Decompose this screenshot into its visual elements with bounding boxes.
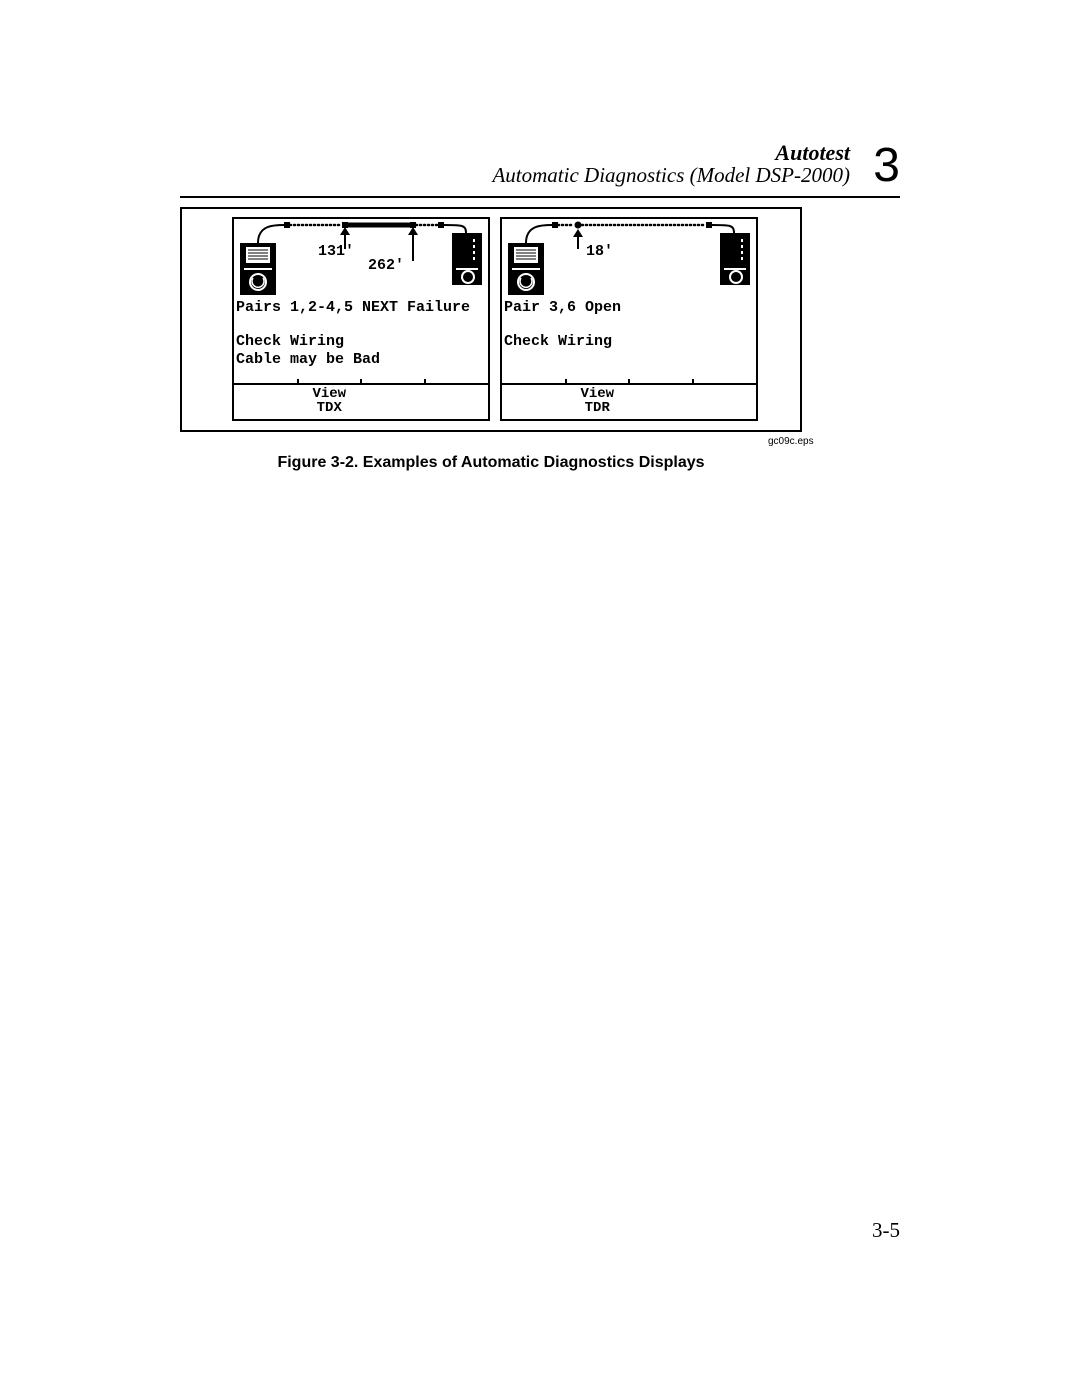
diagnostic-display-left: 131' 262' Pairs 1,2-4,5 NEXT Failure Che… [232, 217, 490, 421]
softkey-label-bot: TDX [298, 401, 362, 415]
dist2-text: 262' [368, 257, 404, 274]
diagnostic-display-right: 18' Pair 3,6 Open Check Wiring View TDR [500, 217, 758, 421]
cable-diagram-right: 18' [502, 219, 756, 297]
softkey-1-right[interactable] [502, 383, 566, 419]
svg-text:18': 18' [586, 243, 613, 260]
header-subtitle: Automatic Diagnostics (Model DSP-2000) [492, 164, 850, 187]
header-rule [180, 196, 900, 198]
softkey-label-top: View [566, 387, 630, 401]
advice-line1-left: Check Wiring [236, 333, 486, 350]
softkey-bar-left: View TDX [234, 383, 488, 419]
cable-diagram-left: 131' 262' [234, 219, 488, 297]
softkey-bar-right: View TDR [502, 383, 756, 419]
cable-svg-left: 131' 262' [234, 219, 488, 297]
softkey-3-left[interactable] [361, 383, 425, 419]
fault-line-right: Pair 3,6 Open [504, 299, 754, 316]
softkey-2-left[interactable]: View TDX [298, 383, 362, 419]
softkey-1-left[interactable] [234, 383, 298, 419]
figure-caption: Figure 3-2. Examples of Automatic Diagno… [180, 454, 802, 472]
advice-line2-left: Cable may be Bad [236, 351, 486, 368]
softkey-label-bot: TDR [566, 401, 630, 415]
header-title: Autotest [492, 142, 850, 164]
softkey-4-right[interactable] [693, 383, 757, 419]
softkey-label-top: View [298, 387, 362, 401]
fault-line-left: Pairs 1,2-4,5 NEXT Failure [236, 299, 486, 316]
dist1-text: 131' [318, 243, 354, 260]
advice-line1-right: Check Wiring [504, 333, 754, 350]
figure-box: 131' 262' Pairs 1,2-4,5 NEXT Failure Che… [180, 207, 802, 432]
running-header: Autotest Automatic Diagnostics (Model DS… [180, 142, 900, 187]
softkey-2-right[interactable]: View TDR [566, 383, 630, 419]
page-number: 3-5 [872, 1218, 900, 1243]
page: Autotest Automatic Diagnostics (Model DS… [0, 0, 1080, 1397]
softkey-3-right[interactable] [629, 383, 693, 419]
softkey-4-left[interactable] [425, 383, 489, 419]
eps-filename: gc09c.eps [768, 436, 814, 447]
cable-svg-right: 18' [502, 219, 756, 297]
chapter-number: 3 [873, 138, 900, 193]
